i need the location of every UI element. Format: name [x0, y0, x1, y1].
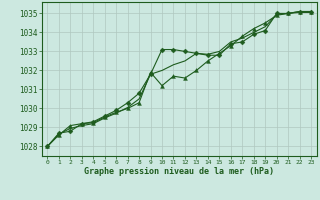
X-axis label: Graphe pression niveau de la mer (hPa): Graphe pression niveau de la mer (hPa): [84, 167, 274, 176]
